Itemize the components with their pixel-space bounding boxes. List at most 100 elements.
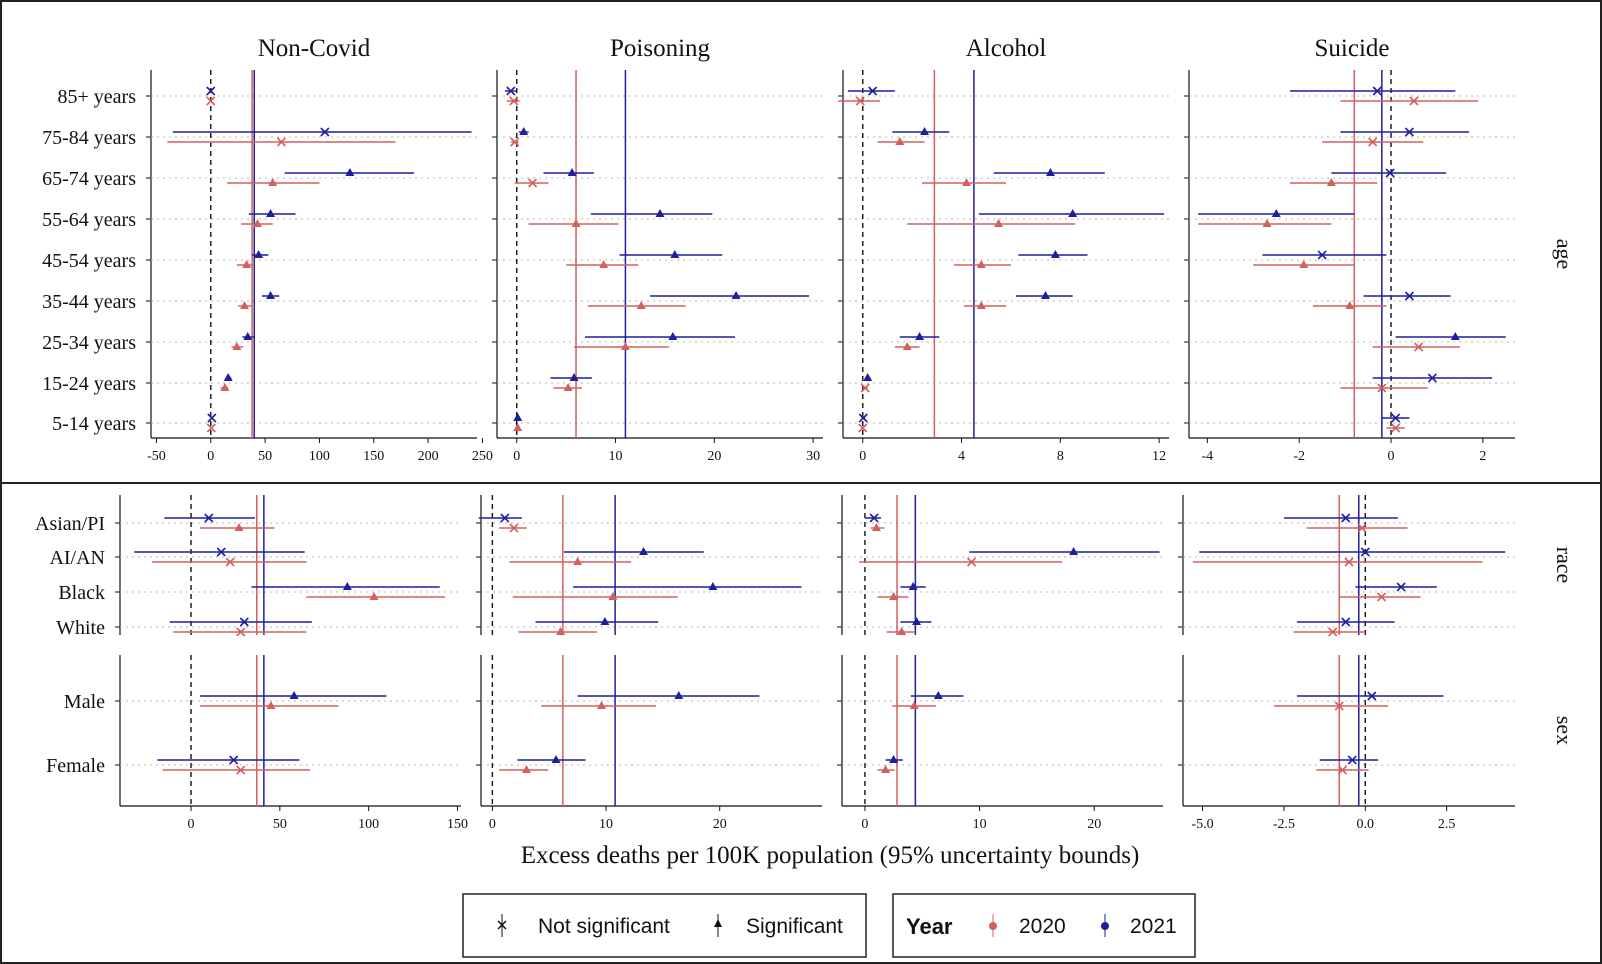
point-significant-2020 xyxy=(268,178,278,186)
marker-stroke xyxy=(858,423,868,433)
point-significant-2021 xyxy=(655,209,665,217)
point-significant-2020 xyxy=(871,523,881,531)
point-not-significant-2021 xyxy=(1391,413,1401,423)
panel-race-1 xyxy=(476,495,822,635)
panel-age-2: 0 4 8 12 xyxy=(838,70,1169,464)
point-significant-2020 xyxy=(521,765,531,773)
legend-2021-icon xyxy=(1101,914,1109,937)
point-not-significant-2021 xyxy=(1404,127,1414,137)
point-significant-2021 xyxy=(551,755,561,763)
row-label: 85+ years xyxy=(58,86,137,108)
point-significant-2021 xyxy=(670,250,680,258)
facet-strip-label: sex xyxy=(1552,716,1577,745)
marker-stroke xyxy=(509,96,519,106)
point-significant-2021 xyxy=(567,168,577,176)
x-tick-label: 12 xyxy=(1152,449,1166,464)
row-label: 75-84 years xyxy=(42,127,136,149)
facet-strip-label: race xyxy=(1552,547,1577,584)
legend-2020-label: 2020 xyxy=(1019,915,1066,938)
marker-stroke xyxy=(1347,755,1357,765)
point-not-significant-2021 xyxy=(229,755,239,765)
marker-stroke xyxy=(206,423,216,433)
column-title: Poisoning xyxy=(610,35,711,62)
x-tick-label: 4 xyxy=(958,449,965,464)
marker-stroke xyxy=(1372,86,1382,96)
x-tick-label: 200 xyxy=(418,449,439,464)
point-significant-2020 xyxy=(976,260,986,268)
point-significant-2021 xyxy=(519,127,529,135)
x-tick-label: -5.0 xyxy=(1191,817,1213,832)
marker-stroke xyxy=(1404,127,1414,137)
x-tick-label: 150 xyxy=(363,449,384,464)
x-tick-label: 0 xyxy=(207,449,214,464)
x-tick-label: 50 xyxy=(258,449,272,464)
point-significant-2021 xyxy=(266,209,276,217)
point-significant-2020 xyxy=(573,557,583,565)
row-label: 35-44 years xyxy=(42,291,136,313)
marker-stroke xyxy=(1328,627,1338,637)
panel-age-1: 0 10 20 30 xyxy=(492,70,823,464)
marker-stroke xyxy=(236,627,246,637)
x-tick-label: 2 xyxy=(1479,449,1486,464)
x-tick-label: 0 xyxy=(1388,449,1395,464)
point-significant-2020 xyxy=(563,383,573,391)
x-tick-label: 10 xyxy=(973,817,987,832)
point-significant-2021 xyxy=(345,168,355,176)
marker-stroke xyxy=(1341,513,1351,523)
point-significant-2020 xyxy=(252,219,262,227)
x-tick-label: -4 xyxy=(1202,449,1214,464)
point-significant-2020 xyxy=(895,137,905,145)
point-not-significant-2020 xyxy=(858,423,868,433)
legend-2020-icon xyxy=(989,914,997,937)
point-not-significant-2020 xyxy=(276,137,286,147)
row-label: White xyxy=(56,617,105,639)
point-significant-2020 xyxy=(369,592,379,600)
point-significant-2021 xyxy=(731,291,741,299)
point-significant-2020 xyxy=(220,383,230,391)
point-not-significant-2021 xyxy=(1341,617,1351,627)
x-tick-label: 0 xyxy=(513,449,520,464)
point-not-significant-2020 xyxy=(860,383,870,393)
row-label: AI/AN xyxy=(49,547,105,569)
point-significant-2020 xyxy=(266,701,276,709)
panel-sex-3: -5.0 -2.5 0.0 2.5 xyxy=(1178,655,1515,832)
x-tick-label: 0.0 xyxy=(1357,817,1375,832)
point-not-significant-2020 xyxy=(236,765,246,775)
panel-race-2 xyxy=(837,495,1163,635)
marker-stroke xyxy=(506,86,516,96)
marker-stroke xyxy=(229,755,239,765)
point-significant-2021 xyxy=(912,617,922,625)
point-significant-2021 xyxy=(889,755,899,763)
point-significant-2021 xyxy=(668,332,678,340)
point-significant-2021 xyxy=(1068,209,1078,217)
column-title: Non-Covid xyxy=(258,35,371,62)
point-not-significant-2021 xyxy=(320,127,330,137)
marker-stroke xyxy=(1396,582,1406,592)
point-significant-2021 xyxy=(1045,168,1055,176)
x-tick-label: 8 xyxy=(1057,449,1064,464)
row-label: 65-74 years xyxy=(42,168,136,190)
point-significant-2020 xyxy=(1262,219,1272,227)
point-not-significant-2021 xyxy=(216,547,226,557)
panel-race-3 xyxy=(1178,495,1515,637)
marker-stroke xyxy=(1344,557,1354,567)
point-not-significant-2020 xyxy=(510,137,520,147)
x-tick-label: 250 xyxy=(472,449,493,464)
point-significant-2021 xyxy=(223,373,233,381)
point-not-significant-2020 xyxy=(236,627,246,637)
point-significant-2020 xyxy=(242,260,252,268)
x-tick-label: 50 xyxy=(273,817,287,832)
panel-sex-2: 0 10 20 xyxy=(837,655,1163,832)
point-significant-2020 xyxy=(571,219,581,227)
point-significant-2021 xyxy=(933,691,943,699)
marker-stroke xyxy=(1414,342,1424,352)
point-significant-2021 xyxy=(342,582,352,590)
point-significant-2021 xyxy=(708,582,718,590)
x-tick-label: 0 xyxy=(861,817,868,832)
legend-not-significant-label: Not significant xyxy=(538,915,670,938)
point-significant-2021 xyxy=(254,250,264,258)
x-tick-label: 0 xyxy=(489,817,496,832)
point-not-significant-2021 xyxy=(858,413,868,423)
point-significant-2020 xyxy=(1299,260,1309,268)
point-not-significant-2020 xyxy=(1409,96,1419,106)
